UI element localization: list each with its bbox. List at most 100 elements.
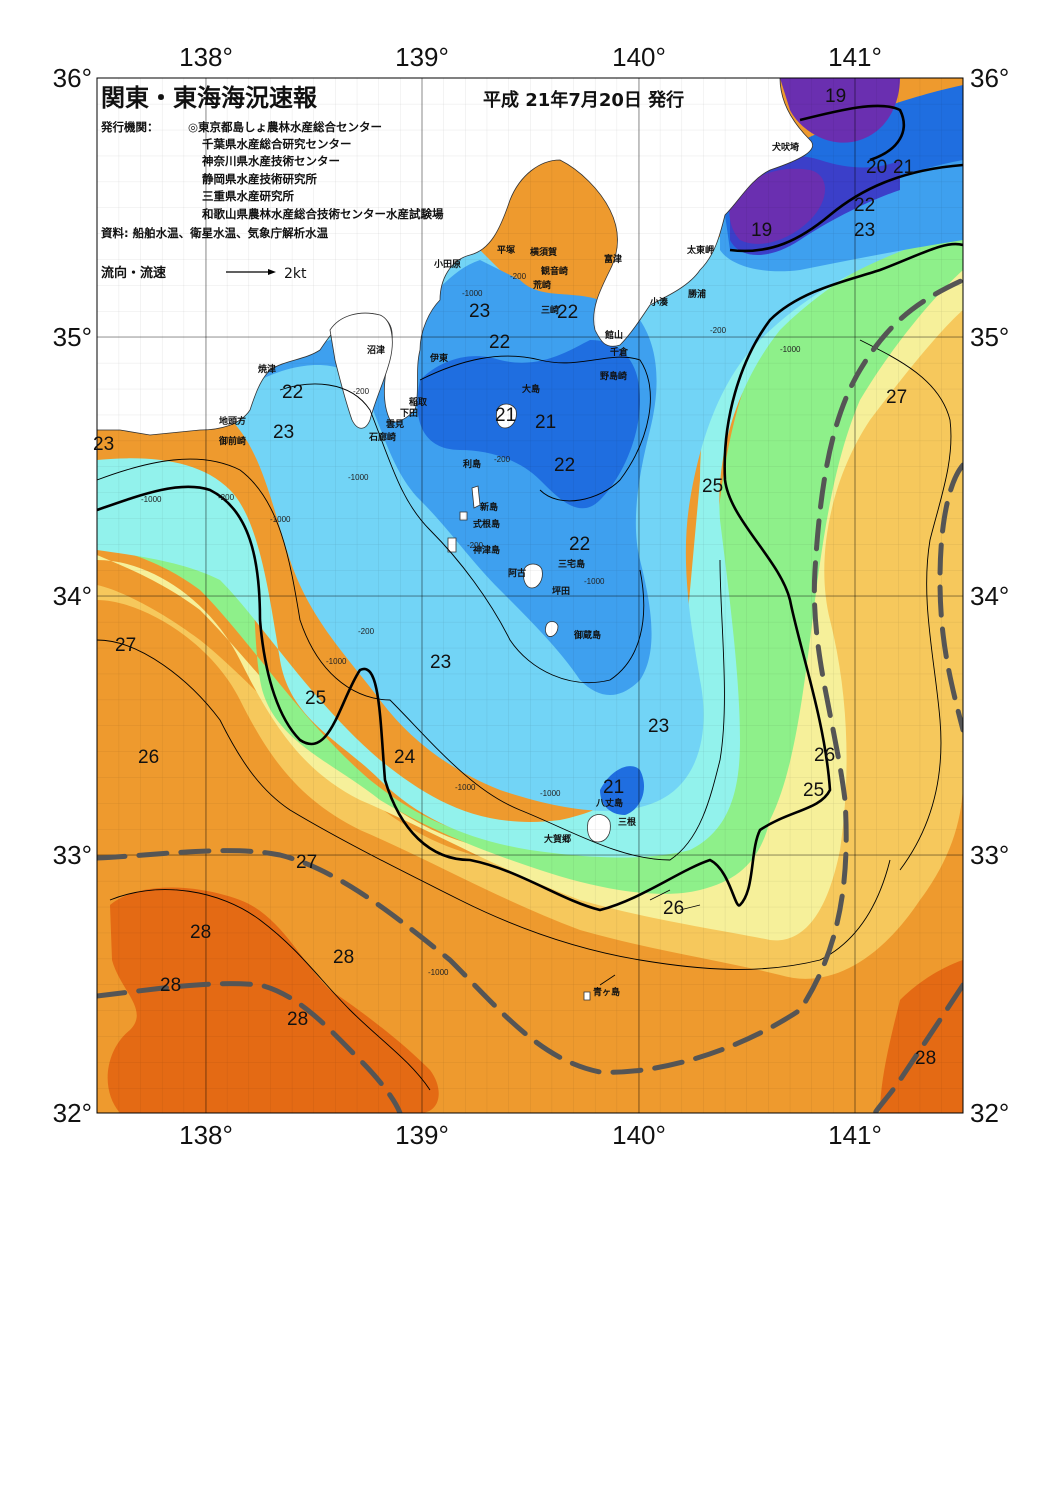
- lon-label: 141°: [828, 42, 882, 72]
- flow-arrows: [599, 889, 701, 986]
- isotherm-25: [97, 242, 963, 912]
- temperature-label: 25: [803, 780, 824, 801]
- plot-border: [96, 77, 964, 1114]
- lon-label: 138°: [179, 42, 233, 72]
- place-label: 観音崎: [541, 265, 568, 277]
- depth-label: -200: [510, 272, 527, 281]
- temperature-label: 19: [825, 86, 846, 107]
- isotherm-lines: [97, 104, 963, 1091]
- depth-label: -1000: [584, 577, 605, 586]
- place-label: 稲取: [409, 396, 428, 408]
- temperature-label: 21: [495, 405, 516, 426]
- temperature-label: 28: [287, 1009, 308, 1030]
- place-label: 地頭方: [219, 415, 246, 427]
- lat-label: 36°: [970, 63, 1009, 93]
- place-label: 焼津: [258, 363, 276, 375]
- temperature-label: 23: [469, 301, 490, 322]
- flow-legend-label: 流向・流速: [101, 265, 166, 281]
- place-label: 富津: [604, 253, 622, 265]
- place-label: 三崎: [541, 304, 559, 316]
- place-label: 新島: [480, 501, 498, 513]
- temperature-label: 28: [915, 1048, 936, 1069]
- temperature-label: 19: [751, 220, 772, 241]
- temperature-label: 25: [702, 476, 723, 497]
- publisher-line: 静岡県水産技術研究所: [202, 172, 317, 186]
- isotherm-thin-5: [859, 339, 952, 871]
- place-label: 利島: [462, 458, 481, 470]
- temperature-label: 24: [394, 747, 416, 768]
- lat-label: 36°: [53, 63, 92, 93]
- depth-label: -1000: [540, 789, 561, 798]
- temperature-label: 23: [273, 422, 294, 443]
- depth-label: -200: [710, 326, 727, 335]
- depth-label: -200: [467, 541, 484, 550]
- place-label: 野島崎: [600, 370, 627, 382]
- temperature-label: 22: [854, 195, 875, 216]
- depth-label: -200: [218, 493, 235, 502]
- place-label: 犬吠埼: [771, 141, 799, 153]
- temperature-label: 26: [814, 745, 835, 766]
- place-label: 阿古: [508, 567, 526, 579]
- place-label: 坪田: [552, 585, 570, 597]
- place-label: 石廊崎: [368, 431, 396, 443]
- temperature-label: 22: [554, 455, 575, 476]
- temperature-label: 28: [160, 975, 181, 996]
- place-label: 千倉: [610, 346, 629, 358]
- place-label: 八丈島: [595, 797, 623, 809]
- lat-label: 34°: [970, 581, 1009, 611]
- lat-label: 32°: [53, 1098, 92, 1128]
- lon-label: 139°: [395, 1120, 449, 1150]
- kuroshio-axis: [97, 277, 963, 1113]
- lat-label: 32°: [970, 1098, 1009, 1128]
- temperature-label: 21: [535, 412, 556, 433]
- lon-label: 138°: [179, 1120, 233, 1150]
- isotherm-20-ne: [799, 104, 906, 162]
- place-label: 館山: [604, 329, 623, 341]
- place-label: 荒崎: [532, 279, 551, 291]
- issue-date: 平成 21年7月20日 発行: [483, 89, 684, 111]
- isotherm-thin-6: [109, 889, 431, 1091]
- temperature-label: 25: [305, 688, 326, 709]
- place-label: 雲見: [386, 418, 404, 430]
- place-label: 大島: [522, 383, 540, 395]
- publisher-line: 千葉県水産総合研究センター: [202, 137, 352, 151]
- latitude-labels-right: 36° 35° 34° 33° 32°: [970, 63, 1009, 1128]
- flow-legend-speed: 2kt: [284, 266, 307, 282]
- temperature-label: 26: [663, 898, 684, 919]
- temperature-label: 21: [893, 157, 914, 178]
- temperature-label: 22: [282, 382, 303, 403]
- publisher-line: 神奈川県水産技術センター: [202, 154, 340, 168]
- publisher-line: ◎東京都島しょ農林水産総合センター: [188, 120, 382, 134]
- place-names: 犬吠埼 太東岬 勝浦 小湊 富津 横須賀 平塚 小田原 観音崎 荒崎 三崎 館山…: [218, 141, 799, 998]
- place-label: 御前崎: [218, 435, 246, 447]
- publisher-line: 和歌山県農林水産総合技術センター水産試験場: [202, 207, 444, 221]
- temperature-label: 27: [115, 635, 136, 656]
- place-label: 小田原: [433, 258, 461, 270]
- temperature-label: 27: [296, 852, 317, 873]
- depth-label: -1000: [428, 968, 449, 977]
- place-label: 式根島: [473, 518, 500, 530]
- place-label: 沼津: [367, 344, 385, 356]
- depth-label: -1000: [348, 473, 369, 482]
- lon-label: 139°: [395, 42, 449, 72]
- temperature-label: 26: [138, 747, 159, 768]
- temperature-labels: 19 20 21 22 23 19 23 22 22 21 21 22 22 2…: [93, 86, 936, 1069]
- place-label: 三根: [618, 816, 637, 828]
- temperature-label: 23: [430, 652, 451, 673]
- isotherm-thin-3: [419, 355, 651, 502]
- isotherm-thin-1: [97, 458, 725, 861]
- temperature-label: 22: [557, 302, 578, 323]
- lat-label: 33°: [970, 840, 1009, 870]
- place-label: 勝浦: [688, 288, 706, 300]
- place-label: 平塚: [497, 244, 515, 256]
- temperature-label: 23: [93, 434, 114, 455]
- place-label: 下田: [400, 408, 418, 419]
- lat-label: 34°: [53, 581, 92, 611]
- header-block: 関東・東海海況速報 平成 21年7月20日 発行 発行機関： ◎東京都島しょ農林…: [100, 84, 684, 282]
- latitude-labels-left: 36° 35° 34° 33° 32°: [53, 63, 92, 1128]
- publisher-line: 三重県水産研究所: [202, 189, 294, 203]
- place-label: 伊東: [429, 352, 448, 364]
- place-label: 大賀郷: [544, 833, 571, 845]
- flow-legend-arrow-icon: [226, 269, 276, 275]
